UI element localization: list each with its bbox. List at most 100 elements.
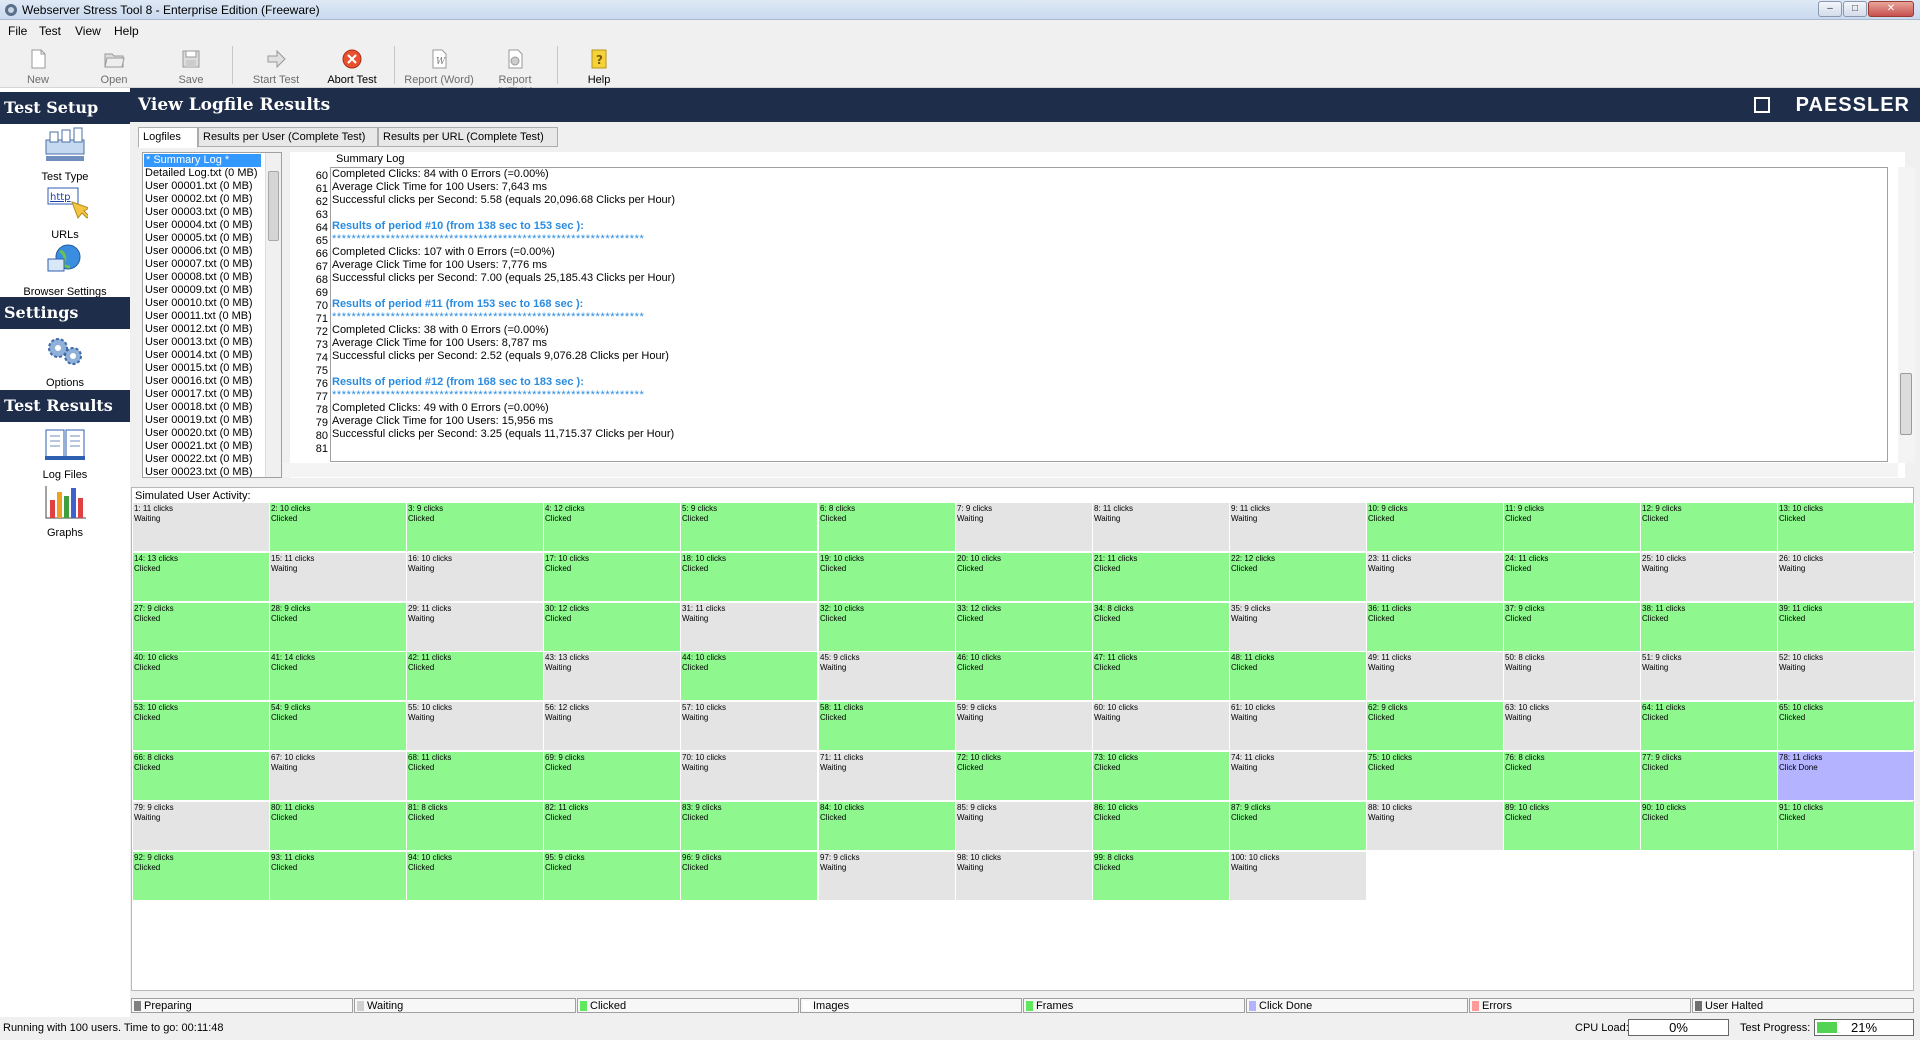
logfile-item[interactable]: User 00019.txt (0 MB) (145, 414, 253, 426)
new-file-icon (31, 49, 46, 69)
logfile-item[interactable]: User 00018.txt (0 MB) (145, 401, 253, 413)
legend-label: Images (813, 1000, 850, 1012)
logfile-item[interactable]: User 00017.txt (0 MB) (145, 388, 253, 400)
logfile-item[interactable]: User 00012.txt (0 MB) (145, 323, 253, 335)
logfile-item[interactable]: User 00020.txt (0 MB) (145, 427, 253, 439)
menu-test[interactable]: Test (39, 24, 62, 38)
filelist-scrollbar[interactable] (265, 153, 281, 477)
logfile-list[interactable]: * Summary Log * Detailed Log.txt (0 MB) Us… (142, 152, 282, 478)
user-state: Waiting (271, 564, 298, 573)
logfile-item[interactable]: User 00008.txt (0 MB) (145, 271, 253, 283)
logfile-item[interactable]: * Summary Log * (144, 154, 261, 167)
close-button[interactable]: ✕ (1868, 1, 1914, 17)
user-activity-cell: 72: 10 clicks Clicked (956, 752, 1093, 801)
sidebar-item-urls[interactable]: http URLs (0, 184, 130, 241)
logfile-item[interactable]: User 00022.txt (0 MB) (145, 453, 253, 465)
logfile-item[interactable]: User 00006.txt (0 MB) (145, 245, 253, 257)
user-clicks: 58: 11 clicks (820, 703, 864, 712)
sidebar-item-log-files[interactable]: Log Files (0, 424, 130, 481)
cpu-load-meter: 0% (1628, 1019, 1729, 1036)
logfile-item[interactable]: User 00003.txt (0 MB) (145, 206, 253, 218)
minimize-button[interactable]: – (1818, 1, 1842, 17)
user-clicks: 3: 9 clicks (408, 504, 444, 513)
start-test-button[interactable]: Start Test (240, 42, 312, 86)
user-activity-cell: 70: 10 clicks Waiting (681, 752, 818, 801)
help-button[interactable]: ? Help (563, 42, 635, 86)
user-clicks: 82: 11 clicks (545, 803, 589, 812)
logfile-item[interactable]: User 00016.txt (0 MB) (145, 375, 253, 387)
user-clicks: 81: 8 clicks (408, 803, 448, 812)
line-numbers: 60 61 62 63 64 65 66 67 68 69 70 71 72 73 74 75 76 77 78 79… (290, 170, 328, 456)
start-test-label: Start Test (252, 74, 300, 86)
logfile-item[interactable]: User 00021.txt (0 MB) (145, 440, 253, 452)
user-state: Clicked (1505, 614, 1532, 623)
user-clicks: 11: 9 clicks (1505, 504, 1544, 513)
logfile-item[interactable]: User 00015.txt (0 MB) (145, 362, 253, 374)
browser-globe-icon (47, 244, 81, 272)
sidebar-item-test-type[interactable]: Test Type (0, 126, 130, 183)
cpu-load-value: 0% (1669, 1020, 1688, 1035)
save-button[interactable]: Save (155, 42, 227, 86)
logfile-item[interactable]: Detailed Log.txt (0 MB) (145, 167, 258, 179)
logfile-item[interactable]: User 00004.txt (0 MB) (145, 219, 253, 231)
logfile-item[interactable]: User 00013.txt (0 MB) (145, 336, 253, 348)
user-activity-cell: 4: 12 clicks Clicked (544, 503, 681, 552)
tab-results-per-url[interactable]: Results per URL (Complete Test) (378, 127, 558, 147)
logfile-item[interactable]: User 00010.txt (0 MB) (145, 297, 253, 309)
user-activity-cell: 78: 11 clicks Click Done (1778, 752, 1915, 801)
sidebar-item-options[interactable]: Options (0, 332, 130, 389)
scroll-thumb[interactable] (1900, 373, 1912, 435)
user-activity-cell: 32: 10 clicks Clicked (819, 603, 956, 652)
user-state: Clicked (682, 813, 709, 822)
user-state: Clicked (1505, 813, 1532, 822)
sidebar-item-graphs[interactable]: Graphs (0, 482, 130, 539)
logfile-item[interactable]: User 00009.txt (0 MB) (145, 284, 253, 296)
scroll-thumb[interactable] (268, 171, 279, 241)
user-activity-cell: 8: 11 clicks Waiting (1093, 503, 1230, 552)
logfile-item[interactable]: User 00011.txt (0 MB) (145, 310, 252, 322)
user-activity-cell: 29: 11 clicks Waiting (407, 603, 544, 652)
user-state: Clicked (545, 813, 572, 822)
logfile-item[interactable]: User 00023.txt (0 MB) (145, 466, 253, 478)
logfile-item[interactable]: User 00005.txt (0 MB) (145, 232, 253, 244)
report-word-button[interactable]: W Report (Word) (403, 42, 475, 86)
user-clicks: 62: 9 clicks (1368, 703, 1408, 712)
user-activity-cell: 50: 8 clicks Waiting (1504, 652, 1641, 701)
log-files-label: Log Files (42, 469, 88, 481)
user-clicks: 88: 10 clicks (1368, 803, 1413, 812)
line-number: 80 (315, 430, 328, 442)
user-clicks: 66: 8 clicks (134, 753, 174, 762)
user-state: Clicked (1231, 564, 1258, 573)
tab-logfiles[interactable]: Logfiles (138, 127, 198, 148)
user-clicks: 71: 11 clicks (820, 753, 864, 762)
logfile-item[interactable]: User 00002.txt (0 MB) (145, 193, 253, 205)
menu-file[interactable]: File (8, 24, 28, 38)
svg-text:W: W (436, 57, 446, 67)
user-state: Waiting (1094, 514, 1121, 523)
menu-help[interactable]: Help (114, 24, 139, 38)
log-vertical-scrollbar[interactable] (1898, 167, 1915, 463)
user-state: Waiting (1505, 713, 1532, 722)
log-horizontal-scrollbar[interactable] (283, 463, 1898, 477)
user-state: Clicked (1231, 663, 1258, 672)
user-clicks: 27: 9 clicks (134, 604, 174, 613)
menu-view[interactable]: View (75, 24, 101, 38)
new-button[interactable]: New (2, 42, 74, 86)
open-button[interactable]: Open (78, 42, 150, 86)
summary-log-text[interactable] (330, 167, 1888, 462)
logfile-item[interactable]: User 00007.txt (0 MB) (145, 258, 253, 270)
maximize-button[interactable]: □ (1843, 1, 1867, 17)
user-state: Waiting (820, 863, 847, 872)
logfile-item[interactable]: User 00014.txt (0 MB) (145, 349, 253, 361)
abort-test-button[interactable]: Abort Test (316, 42, 388, 86)
user-clicks: 50: 8 clicks (1505, 653, 1545, 662)
sidebar-item-browser-settings[interactable]: Browser Settings (0, 241, 130, 298)
status-text: Running with 100 users. Time to go: 00:1… (3, 1022, 224, 1034)
report-html-button[interactable]: Report (HTML) (479, 42, 551, 98)
tab-results-per-user[interactable]: Results per User (Complete Test) (198, 127, 378, 147)
logfile-item[interactable]: User 00001.txt (0 MB) (145, 180, 253, 192)
user-clicks: 46: 10 clicks (957, 653, 1002, 662)
user-clicks: 25: 10 clicks (1642, 554, 1687, 563)
user-state: Clicked (1231, 813, 1258, 822)
line-number: 63 (315, 209, 328, 221)
